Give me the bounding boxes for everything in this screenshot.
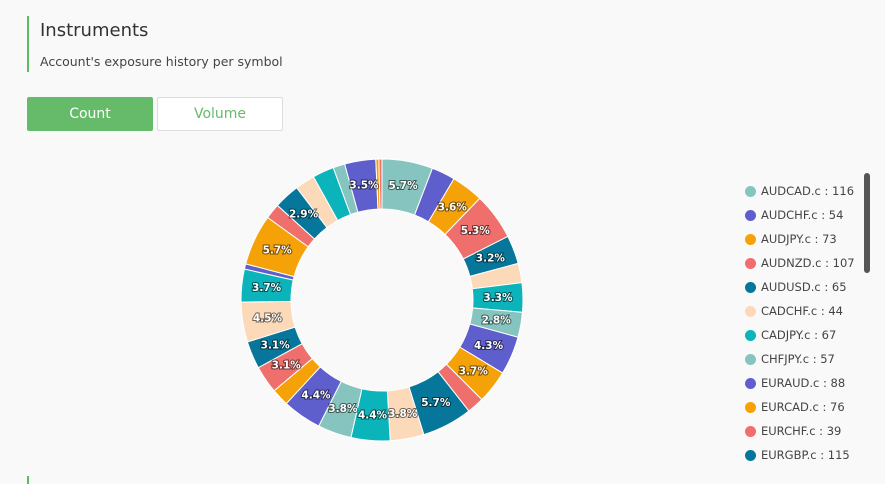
slice-label: 2.8%: [482, 314, 512, 326]
slice-label: 3.8%: [388, 408, 418, 420]
slice-label: 2.9%: [289, 209, 319, 221]
slice-label: 3.1%: [261, 339, 291, 351]
legend-swatch-icon: [745, 449, 756, 461]
legend-label: AUDUSD.c : 65: [761, 280, 847, 294]
slice-label: 5.3%: [461, 225, 491, 237]
slice-label: 5.7%: [421, 397, 451, 409]
legend-swatch-icon: [745, 425, 756, 437]
tab-volume[interactable]: Volume: [157, 97, 283, 131]
legend-item[interactable]: CADCHF.c : 44: [745, 299, 865, 323]
slice-label: 3.8%: [328, 403, 358, 415]
legend-swatch-icon: [745, 353, 756, 365]
slice-label: 3.7%: [459, 366, 489, 378]
legend-swatch-icon: [745, 233, 756, 245]
legend-label: AUDCHF.c : 54: [761, 208, 844, 222]
legend-swatch-icon: [745, 281, 756, 293]
legend-label: CHFJPY.c : 57: [761, 352, 835, 366]
legend-label: AUDNZD.c : 107: [761, 256, 855, 270]
legend-item[interactable]: AUDNZD.c : 107: [745, 251, 865, 275]
legend-item[interactable]: EURGBP.c : 115: [745, 443, 865, 467]
slice-label: 4.5%: [253, 312, 283, 324]
slice-label: 3.1%: [272, 359, 302, 371]
slice-label: 5.7%: [263, 244, 293, 256]
chart-legend: AUDCAD.c : 116 AUDCHF.c : 54 AUDJPY.c : 73…: [745, 179, 865, 467]
legend-scrollbar[interactable]: [864, 173, 870, 273]
slice-label: 3.7%: [252, 282, 282, 294]
legend-label: CADJPY.c : 67: [761, 328, 837, 342]
section-header: Instruments Account's exposure history p…: [27, 16, 283, 72]
tab-count[interactable]: Count: [27, 97, 153, 131]
slice-label: 3.3%: [483, 292, 513, 304]
legend-item[interactable]: AUDCAD.c : 116: [745, 179, 865, 203]
legend-item[interactable]: CADJPY.c : 67: [745, 323, 865, 347]
slice-label: 3.2%: [476, 253, 506, 265]
slice-label: 4.3%: [474, 340, 504, 352]
slice-label: 3.5%: [349, 179, 379, 191]
legend-item[interactable]: EURAUD.c : 88: [745, 371, 865, 395]
legend-item[interactable]: EURCHF.c : 39: [745, 419, 865, 443]
legend-label: EURGBP.c : 115: [761, 448, 850, 462]
legend-item[interactable]: AUDJPY.c : 73: [745, 227, 865, 251]
page-title: Instruments: [40, 20, 149, 41]
legend-swatch-icon: [745, 329, 756, 341]
metric-tabs: Count Volume: [27, 97, 283, 131]
legend-item[interactable]: EURCAD.c : 76: [745, 395, 865, 419]
legend-item[interactable]: CHFJPY.c : 57: [745, 347, 865, 371]
page-subtitle: Account's exposure history per symbol: [40, 54, 283, 69]
slice-label: 3.6%: [438, 202, 468, 214]
slice-label: 4.4%: [358, 410, 388, 422]
next-section-marker: [27, 476, 29, 484]
legend-label: EURAUD.c : 88: [761, 376, 846, 390]
legend-swatch-icon: [745, 209, 756, 221]
legend-label: CADCHF.c : 44: [761, 304, 843, 318]
legend-label: EURCAD.c : 76: [761, 400, 845, 414]
legend-swatch-icon: [745, 401, 756, 413]
legend-swatch-icon: [745, 305, 756, 317]
legend-item[interactable]: AUDUSD.c : 65: [745, 275, 865, 299]
legend-label: AUDJPY.c : 73: [761, 232, 837, 246]
legend-item[interactable]: AUDCHF.c : 54: [745, 203, 865, 227]
legend-swatch-icon: [745, 377, 756, 389]
legend-label: EURCHF.c : 39: [761, 424, 842, 438]
donut-slice[interactable]: [378, 158, 383, 210]
legend-label: AUDCAD.c : 116: [761, 184, 855, 198]
slice-label: 5.7%: [389, 180, 419, 192]
legend-swatch-icon: [745, 185, 756, 197]
legend-swatch-icon: [745, 257, 756, 269]
slice-label: 4.4%: [301, 389, 331, 401]
